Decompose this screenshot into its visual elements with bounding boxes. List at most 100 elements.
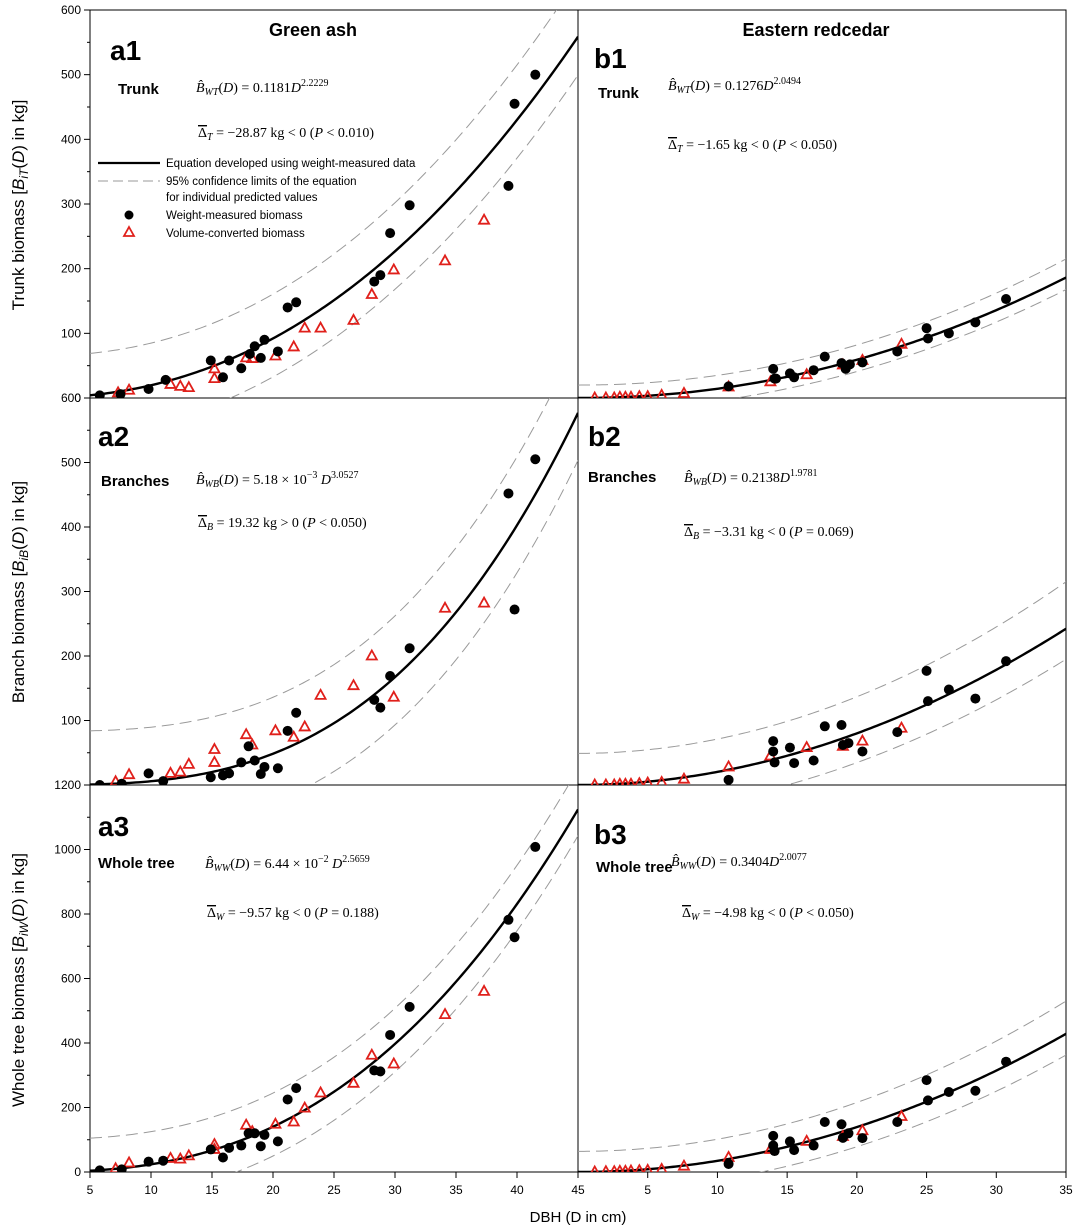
weight-point-b2 (943, 684, 954, 695)
weight-point-b2 (857, 746, 868, 757)
ytick-label-a2: 500 (61, 456, 81, 470)
volume-point-a2 (438, 600, 452, 613)
weight-point-b1 (808, 365, 819, 376)
volume-point-b1 (601, 390, 610, 398)
xright-tick-label: 10 (711, 1183, 725, 1197)
ci-upper-a3 (90, 785, 570, 1139)
weight-point-a3 (249, 1128, 260, 1139)
volume-point-b2 (677, 771, 691, 784)
volume-point-b2 (855, 733, 869, 746)
xright-tick-label: 15 (780, 1183, 794, 1197)
panel-label-b1: b1 (594, 43, 627, 74)
ylabel-branch: Branch biomass [BiB(D) in kg] (9, 481, 31, 703)
weight-point-b3 (843, 1128, 854, 1139)
ci-upper-b2 (578, 581, 1066, 754)
weight-point-b3 (819, 1117, 830, 1128)
volume-point-a3 (438, 1007, 452, 1020)
legend-fit-label: Equation developed using weight-measured… (166, 158, 416, 170)
weight-point-a2 (530, 454, 541, 465)
weight-point-a1 (205, 355, 216, 366)
delta-b2: ΔB = −3.31 kg < 0 (P = 0.069) (684, 525, 854, 542)
weight-point-b3 (789, 1145, 800, 1156)
ci-upper-b1 (578, 258, 1066, 386)
weight-point-b2 (922, 696, 933, 707)
weight-point-b3 (836, 1119, 847, 1130)
weight-point-a2 (94, 780, 105, 785)
volume-point-b1 (626, 390, 636, 398)
plot-layer: 5 10 15 20 25 30 35 40 5 10 15 20 25 30 35 45 0 100 200 300… (54, 3, 1073, 1197)
xleft-tick-label: 5 (87, 1183, 94, 1197)
volume-point-a2 (268, 723, 282, 736)
volume-point-b1 (590, 390, 599, 398)
weight-point-b3 (892, 1117, 903, 1128)
col-title-green-ash: Green ash (269, 20, 357, 40)
weight-point-b1 (723, 381, 734, 392)
volume-point-a1 (182, 380, 196, 393)
weight-point-a2 (143, 768, 154, 779)
volume-point-a1 (438, 253, 452, 266)
volume-point-a3 (268, 1116, 282, 1129)
weight-point-b3 (769, 1146, 780, 1157)
weight-point-a1 (375, 270, 386, 281)
weight-point-a2 (509, 604, 520, 615)
ytick-label-a3: 400 (61, 1036, 81, 1050)
volume-point-b3 (590, 1164, 599, 1172)
weight-point-a1 (217, 372, 228, 383)
volume-point-a2 (287, 729, 301, 742)
xleft-tick-label: 20 (266, 1183, 280, 1197)
part-name-a3: Whole tree (98, 855, 175, 872)
plot-area-a3 (90, 785, 578, 1172)
volume-point-b1 (677, 386, 691, 398)
volume-point-a1 (298, 320, 312, 333)
weight-point-b3 (723, 1158, 734, 1169)
xright-tick-label: 35 (1059, 1183, 1073, 1197)
ytick-label-a1: 0 (74, 391, 81, 405)
weight-point-a2 (116, 778, 127, 785)
xleft-tick-label: 15 (205, 1183, 219, 1197)
weight-point-b3 (1001, 1056, 1012, 1067)
volume-point-b1 (634, 389, 645, 398)
weight-point-a1 (143, 383, 154, 394)
fit-curve-a2 (90, 412, 578, 785)
weight-point-a1 (509, 98, 520, 109)
weight-point-a1 (236, 363, 247, 374)
fit-curve-a1 (90, 36, 578, 397)
weight-point-a3 (503, 914, 514, 925)
weight-point-a1 (282, 302, 293, 313)
ci-lower-a3 (234, 835, 578, 1172)
volume-point-a1 (477, 212, 491, 225)
panel-label-a1: a1 (110, 35, 141, 66)
panel-label-b2: b2 (588, 421, 621, 452)
volume-point-a1 (365, 287, 379, 299)
panel-b2 (578, 581, 1066, 785)
weight-point-a2 (272, 763, 283, 774)
plot-area-a2 (90, 398, 578, 785)
weight-point-b2 (769, 757, 780, 768)
weight-point-b3 (808, 1140, 819, 1151)
weight-point-a3 (116, 1164, 127, 1172)
weight-point-b2 (892, 727, 903, 738)
ytick-label-a2: 300 (61, 585, 81, 599)
weight-point-a1 (369, 276, 380, 287)
weight-point-b2 (784, 742, 795, 753)
xleft-tick-label: 30 (388, 1183, 402, 1197)
equation-a3: B̂WW(D) = 6.44 × 10−2 D2.5659 (205, 854, 370, 874)
weight-point-a3 (94, 1165, 105, 1172)
xleft-tick-label: 45 (571, 1183, 585, 1197)
volume-point-a2 (173, 764, 187, 777)
volume-point-a3 (346, 1075, 361, 1088)
ci-upper-a1 (90, 10, 558, 354)
ytick-label-a3: 200 (61, 1101, 81, 1115)
volume-point-a1 (173, 379, 187, 391)
fit-curve-b1 (578, 276, 1066, 398)
weight-point-b1 (857, 357, 868, 368)
weight-point-a3 (375, 1066, 386, 1077)
weight-point-a3 (291, 1083, 302, 1094)
volume-point-b3 (677, 1158, 691, 1171)
volume-point-a1 (207, 371, 221, 384)
weight-point-a2 (236, 757, 247, 768)
volume-point-a3 (477, 984, 491, 996)
ytick-label-a1: 200 (61, 262, 81, 276)
weight-point-a1 (244, 349, 255, 360)
